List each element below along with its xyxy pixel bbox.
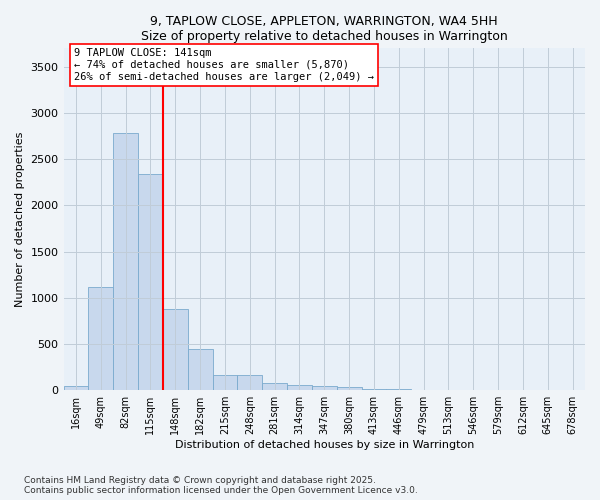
Bar xyxy=(362,389,386,390)
Bar xyxy=(163,309,188,390)
Text: 9 TAPLOW CLOSE: 141sqm
← 74% of detached houses are smaller (5,870)
26% of semi-: 9 TAPLOW CLOSE: 141sqm ← 74% of detached… xyxy=(74,48,374,82)
Bar xyxy=(312,386,337,390)
Bar xyxy=(262,383,287,390)
Bar xyxy=(64,386,88,390)
Bar xyxy=(337,388,362,390)
Bar xyxy=(113,134,138,390)
Title: 9, TAPLOW CLOSE, APPLETON, WARRINGTON, WA4 5HH
Size of property relative to deta: 9, TAPLOW CLOSE, APPLETON, WARRINGTON, W… xyxy=(141,15,508,43)
Bar xyxy=(212,374,238,390)
Bar xyxy=(88,286,113,390)
Y-axis label: Number of detached properties: Number of detached properties xyxy=(15,132,25,307)
Bar xyxy=(238,374,262,390)
Bar xyxy=(287,385,312,390)
Bar xyxy=(138,174,163,390)
Bar xyxy=(386,389,411,390)
Bar xyxy=(188,348,212,390)
Text: Contains HM Land Registry data © Crown copyright and database right 2025.
Contai: Contains HM Land Registry data © Crown c… xyxy=(24,476,418,495)
X-axis label: Distribution of detached houses by size in Warrington: Distribution of detached houses by size … xyxy=(175,440,474,450)
